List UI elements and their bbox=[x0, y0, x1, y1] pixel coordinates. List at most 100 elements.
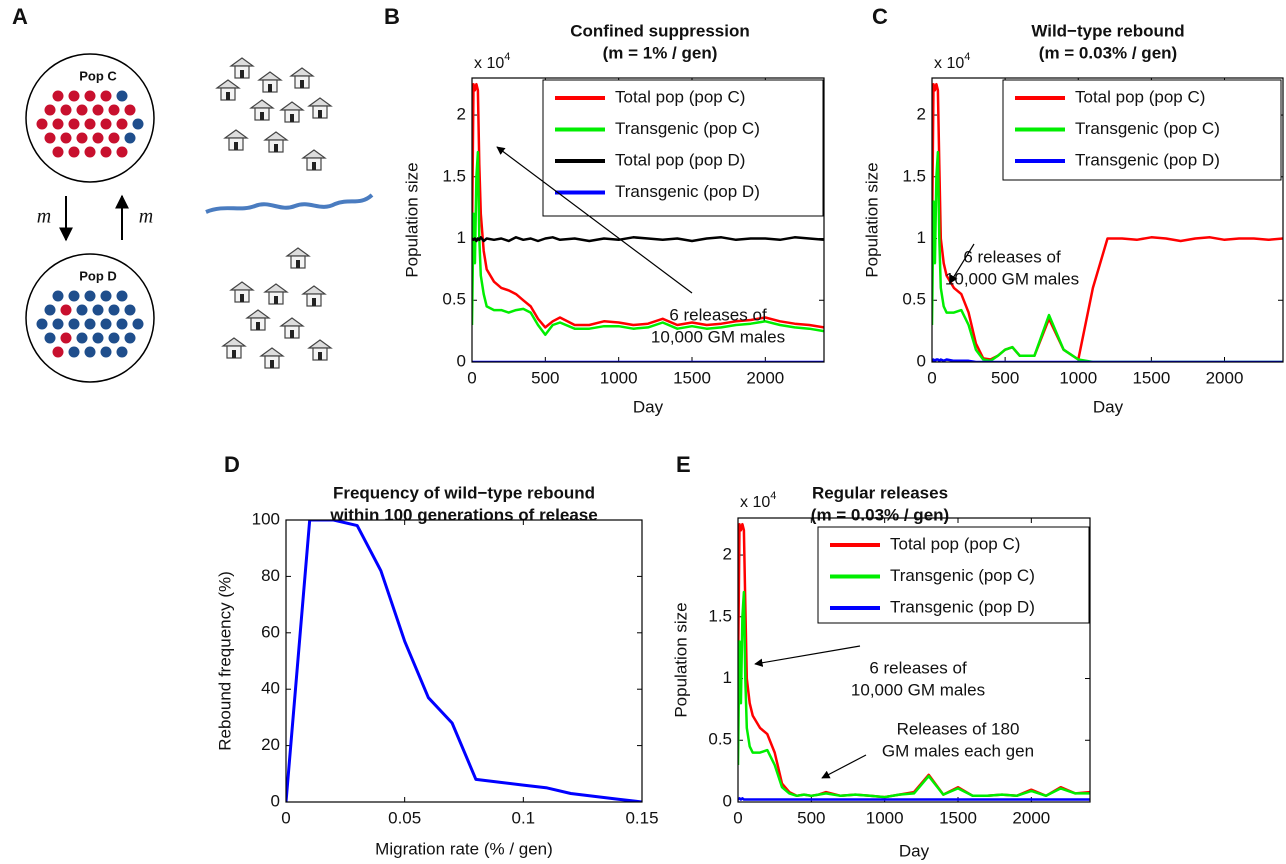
y-tick-label: 0.5 bbox=[902, 290, 926, 309]
individual-dot bbox=[60, 332, 72, 344]
individual-dot bbox=[68, 146, 80, 158]
legend-label: Total pop (pop C) bbox=[890, 534, 1020, 553]
y-multiplier-base: x 10 bbox=[740, 494, 770, 511]
x-axis-label: Day bbox=[1093, 397, 1124, 416]
individual-dot bbox=[36, 118, 48, 130]
individual-dot bbox=[92, 104, 104, 116]
individual-dot bbox=[52, 146, 64, 158]
legend-label: Total pop (pop C) bbox=[615, 87, 745, 106]
legend-label: Total pop (pop C) bbox=[1075, 87, 1205, 106]
individual-dot bbox=[108, 104, 120, 116]
chart-title: Frequency of wild−type rebound bbox=[333, 483, 595, 502]
y-tick-label: 2 bbox=[723, 545, 732, 564]
data-line bbox=[738, 590, 1090, 799]
legend-label: Transgenic (pop C) bbox=[615, 119, 760, 138]
house-icon bbox=[229, 281, 255, 303]
y-tick-label: 100 bbox=[252, 509, 280, 528]
annotation: 10,000 GM males bbox=[651, 327, 785, 346]
x-tick-label: 0.05 bbox=[388, 808, 421, 827]
individual-dot bbox=[124, 104, 136, 116]
house-roof bbox=[307, 339, 333, 349]
house-icon bbox=[229, 57, 255, 79]
house-roof bbox=[289, 67, 315, 77]
house-roof bbox=[279, 101, 305, 111]
x-tick-label: 0 bbox=[927, 368, 936, 387]
data-line bbox=[738, 797, 1090, 801]
house-roof bbox=[301, 285, 327, 295]
individual-dot bbox=[68, 90, 80, 102]
individual-dot bbox=[100, 318, 112, 330]
individual-dot bbox=[124, 332, 136, 344]
plot-area bbox=[472, 82, 824, 362]
annotation: 6 releases of bbox=[869, 658, 967, 677]
data-line bbox=[932, 358, 1283, 362]
migration-label: m bbox=[139, 206, 153, 228]
annotation: Releases of 180 bbox=[897, 719, 1020, 738]
house-roof bbox=[279, 317, 305, 327]
individual-dot bbox=[68, 290, 80, 302]
individual-dot bbox=[52, 318, 64, 330]
x-tick-label: 0.15 bbox=[625, 808, 658, 827]
house-door bbox=[300, 80, 304, 88]
data-line bbox=[932, 150, 1283, 362]
x-tick-label: 1500 bbox=[1132, 368, 1170, 387]
individual-dot bbox=[92, 304, 104, 316]
house-icon bbox=[307, 97, 333, 119]
y-multiplier: x 104 bbox=[474, 51, 510, 72]
annotation-arrow bbox=[496, 146, 693, 294]
house-roof bbox=[285, 247, 311, 257]
house-door bbox=[226, 92, 230, 100]
x-tick-label: 1000 bbox=[600, 368, 638, 387]
annotation-arrow bbox=[821, 754, 867, 779]
annotation: 10,000 GM males bbox=[851, 680, 985, 699]
house-door bbox=[274, 296, 278, 304]
house-door bbox=[312, 298, 316, 306]
y-tick-label: 1 bbox=[723, 668, 732, 687]
y-axis-label: Population size bbox=[862, 162, 881, 277]
data-line bbox=[472, 82, 824, 329]
panel-label: E bbox=[676, 452, 691, 477]
y-tick-label: 1 bbox=[917, 228, 926, 247]
panel-label: B bbox=[384, 4, 400, 29]
individual-dot bbox=[52, 118, 64, 130]
house-icon bbox=[223, 129, 249, 151]
annotation: 6 releases of bbox=[963, 247, 1061, 266]
legend-label: Transgenic (pop C) bbox=[890, 566, 1035, 585]
individual-dot bbox=[132, 318, 144, 330]
y-tick-label: 1 bbox=[457, 228, 466, 247]
individual-dot bbox=[68, 118, 80, 130]
house-door bbox=[274, 144, 278, 152]
migration-label: m bbox=[37, 206, 51, 228]
legend-label: Transgenic (pop D) bbox=[890, 597, 1035, 616]
individual-dot bbox=[60, 304, 72, 316]
house-door bbox=[296, 260, 300, 268]
data-line bbox=[472, 150, 824, 337]
individual-dot bbox=[108, 132, 120, 144]
individual-dot bbox=[84, 90, 96, 102]
individual-dot bbox=[76, 304, 88, 316]
y-tick-label: 40 bbox=[261, 679, 280, 698]
house-roof bbox=[263, 283, 289, 293]
annotation: 10,000 GM males bbox=[945, 269, 1079, 288]
plot-frame bbox=[931, 77, 1284, 363]
individual-dot bbox=[116, 146, 128, 158]
plot-frame bbox=[737, 517, 1091, 803]
individual-dot bbox=[84, 318, 96, 330]
house-door bbox=[312, 162, 316, 170]
individual-dot bbox=[52, 290, 64, 302]
house-door bbox=[318, 110, 322, 118]
x-tick-label: 2000 bbox=[746, 368, 784, 387]
plot-area bbox=[286, 520, 642, 802]
y-tick-label: 80 bbox=[261, 566, 280, 585]
individual-dot bbox=[60, 132, 72, 144]
y-tick-label: 0.5 bbox=[442, 290, 466, 309]
house-roof bbox=[249, 99, 275, 109]
house-door bbox=[234, 142, 238, 150]
house-icon bbox=[263, 283, 289, 305]
individual-dot bbox=[100, 290, 112, 302]
x-tick-label: 0 bbox=[281, 808, 290, 827]
house-roof bbox=[229, 57, 255, 67]
chart-subtitle: (m = 0.03% / gen) bbox=[811, 505, 949, 524]
y-tick-label: 0 bbox=[271, 791, 280, 810]
